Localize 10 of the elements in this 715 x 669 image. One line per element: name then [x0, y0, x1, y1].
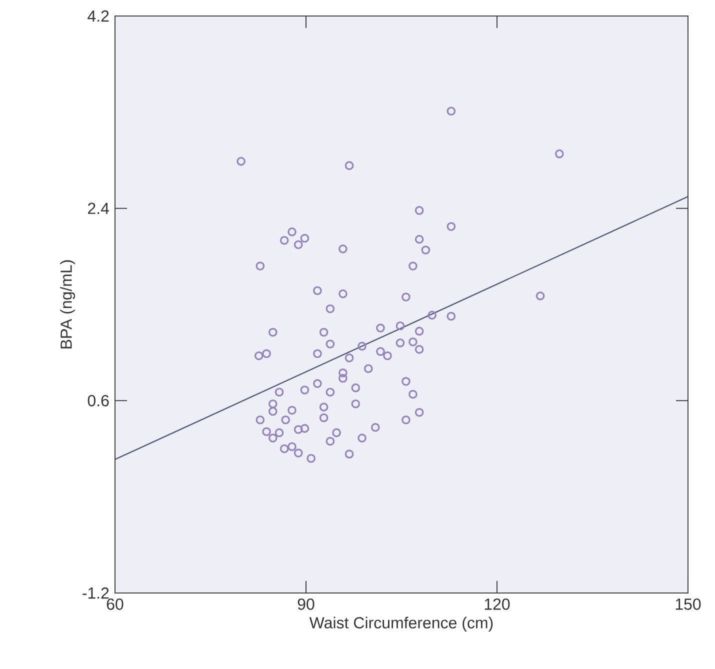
- y-tick-label: 4.2: [88, 10, 109, 22]
- x-tick-label: 150: [676, 598, 701, 610]
- x-tick-label: 90: [298, 598, 314, 610]
- x-axis-title: Waist Circumference (cm): [309, 616, 493, 632]
- x-tick-label: 120: [484, 598, 510, 610]
- y-tick-label: 0.6: [88, 394, 109, 406]
- x-tick-label: 60: [106, 598, 124, 610]
- y-axis-title: BPA (ng/mL): [60, 260, 76, 348]
- y-tick-label: 2.4: [88, 202, 109, 214]
- y-tick-label: -1.2: [82, 587, 109, 599]
